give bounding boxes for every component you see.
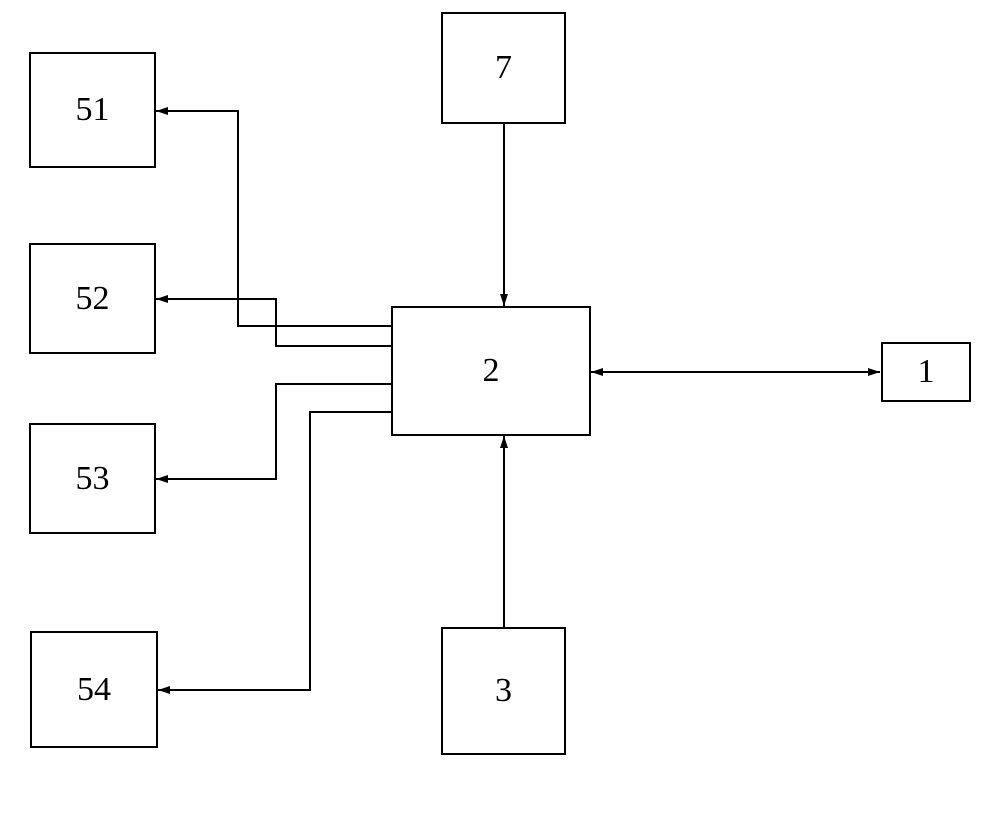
- node-label: 53: [76, 460, 110, 498]
- node-label: 1: [918, 353, 935, 391]
- node-51: 51: [29, 52, 156, 168]
- node-label: 52: [76, 280, 110, 318]
- node-52: 52: [29, 243, 156, 354]
- node-54: 54: [30, 631, 158, 748]
- node-53: 53: [29, 423, 156, 534]
- node-1: 1: [881, 342, 971, 402]
- node-3: 3: [441, 627, 566, 755]
- node-label: 51: [76, 91, 110, 129]
- node-7: 7: [441, 12, 566, 124]
- node-label: 3: [495, 672, 512, 710]
- node-label: 7: [495, 49, 512, 87]
- node-label: 2: [483, 352, 500, 390]
- node-label: 54: [77, 671, 111, 709]
- node-2: 2: [391, 306, 591, 436]
- diagram-canvas: 7 51 52 2 1 53 54 3: [0, 0, 1000, 818]
